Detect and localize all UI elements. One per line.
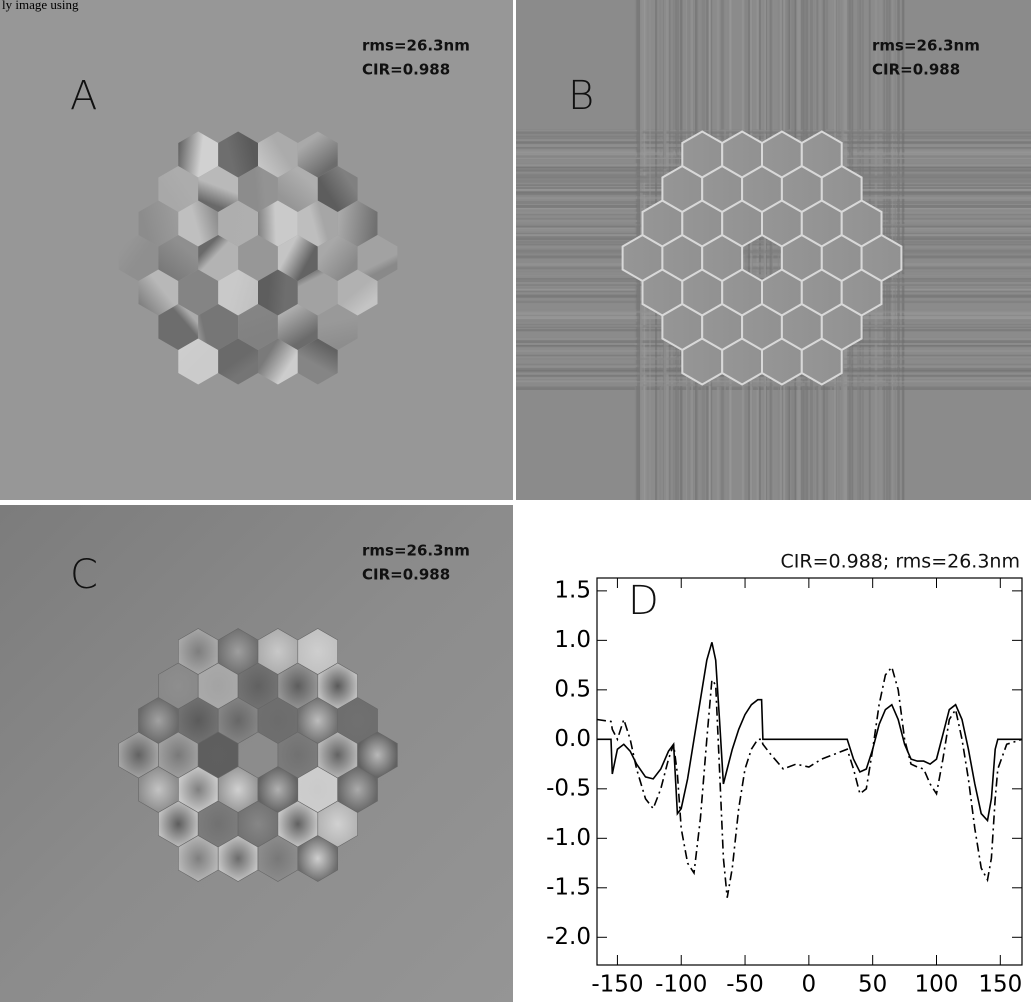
- y-tick-label: -1.0: [546, 825, 591, 851]
- mirror-segment: [277, 235, 318, 281]
- mirror-segment: [218, 131, 258, 178]
- mirror-segment: [178, 131, 219, 178]
- mirror-segment: [198, 235, 239, 281]
- y-tick-label: 0.5: [554, 676, 591, 702]
- y-tick-label: 1.0: [554, 627, 591, 653]
- mirror-segment: [297, 338, 338, 385]
- panel-label: D: [628, 578, 659, 624]
- mirror-segment: [198, 166, 239, 212]
- mirror-segment: [158, 166, 199, 212]
- mirror-segment: [218, 338, 258, 385]
- mirror-segment: [218, 200, 258, 247]
- mirror-segment: [277, 304, 318, 350]
- mirror-segment: [258, 269, 298, 316]
- panel-label: B: [568, 73, 594, 119]
- y-tick-label: 0.0: [554, 726, 591, 752]
- panel-c-background: [0, 505, 513, 1002]
- mirror-segment: [178, 269, 219, 316]
- mirror-segment: [238, 166, 278, 212]
- plot-frame: [596, 577, 1023, 966]
- data-line: [597, 642, 1022, 823]
- mirror-segment: [118, 235, 159, 281]
- mirror-segment: [317, 304, 358, 350]
- panel-a-background: [0, 0, 513, 500]
- rms-text: rms=26.3nm: [362, 542, 470, 560]
- cir-text: CIR=0.988: [362, 61, 450, 79]
- mirror-segment: [218, 269, 258, 316]
- y-tick-label: -0.5: [546, 775, 591, 801]
- mirror-segment: [158, 235, 199, 281]
- x-tick-label: -50: [726, 972, 764, 998]
- x-tick-label: -150: [591, 972, 643, 998]
- mirror-segment: [258, 200, 298, 247]
- mirror-segment: [357, 235, 398, 281]
- x-tick-label: 50: [858, 972, 887, 998]
- caption-fragment: ly image using: [2, 0, 79, 12]
- mirror-segment: [860, 233, 903, 283]
- y-tick-label: 1.5: [554, 577, 591, 603]
- y-tick-label: -2.0: [546, 924, 591, 950]
- data-line: [596, 665, 1023, 898]
- x-tick-label: 0: [802, 972, 817, 998]
- rms-text: rms=26.3nm: [362, 37, 470, 55]
- rms-text: rms=26.3nm: [872, 37, 980, 55]
- mirror-segment: [317, 235, 358, 281]
- mirror-segment: [158, 304, 199, 350]
- mirror-segment: [178, 200, 219, 247]
- mirror-segment: [198, 304, 239, 350]
- mirror-segment: [138, 200, 179, 247]
- mirror-segment: [337, 269, 378, 316]
- mirror-segment: [238, 304, 278, 350]
- x-tick-label: -100: [655, 972, 707, 998]
- mirror-segment: [258, 338, 298, 385]
- y-tick-label: -1.5: [546, 874, 591, 900]
- mirror-segment: [337, 200, 378, 247]
- mirror-segment: [297, 269, 338, 316]
- mirror-segment: [297, 131, 338, 178]
- mirror-segment: [297, 200, 338, 247]
- mirror-segment: [357, 731, 398, 779]
- mirror-segment: [277, 166, 318, 212]
- cir-text: CIR=0.988: [362, 566, 450, 584]
- cir-text: CIR=0.988: [872, 61, 960, 79]
- panel-label: C: [70, 552, 98, 598]
- x-tick-label: 150: [978, 972, 1022, 998]
- mirror-segment: [317, 166, 358, 212]
- mirror-segment: [258, 131, 298, 178]
- chart-title: CIR=0.988; rms=26.3nm: [781, 551, 1021, 573]
- panel-label: A: [70, 73, 97, 119]
- mirror-segment: [138, 269, 179, 316]
- mirror-segment: [178, 338, 219, 385]
- x-tick-label: 100: [915, 972, 959, 998]
